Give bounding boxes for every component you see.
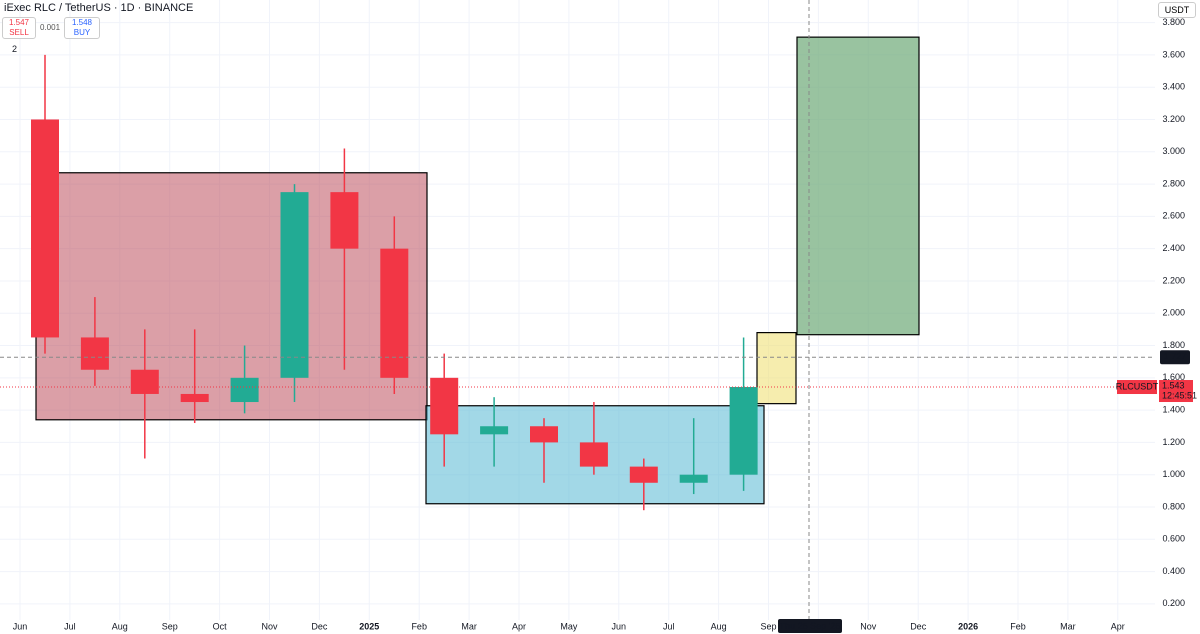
y-tick-label: 1.800 xyxy=(1162,340,1185,350)
x-tick-label: Dec xyxy=(910,621,927,631)
buy-button[interactable]: 1.548 BUY xyxy=(64,17,100,39)
y-tick-label: 0.200 xyxy=(1162,598,1185,608)
x-tick-label: Aug xyxy=(112,621,128,631)
y-tick-label: 2.600 xyxy=(1162,211,1185,221)
candle-body xyxy=(31,119,59,338)
sell-price: 1.547 xyxy=(8,18,30,27)
candle-body xyxy=(130,369,159,394)
x-tick-label: Dec xyxy=(311,621,328,631)
x-tick-label: Apr xyxy=(1111,621,1125,631)
x-tick-label: Sep xyxy=(760,621,776,631)
y-tick-label: 2.200 xyxy=(1162,275,1185,285)
y-tick-label: 0.400 xyxy=(1162,566,1185,576)
crosshair-date-label: Thu 25 Sep '25 xyxy=(780,621,841,631)
crosshair-date-box xyxy=(778,619,842,633)
candle-body xyxy=(480,426,509,435)
x-tick-label: Feb xyxy=(411,621,427,631)
y-tick-label: 1.000 xyxy=(1162,469,1185,479)
candle-body xyxy=(430,377,459,435)
x-tick-label: Feb xyxy=(1010,621,1026,631)
currency-button[interactable]: USDT xyxy=(1158,2,1196,18)
x-tick-label: Jul xyxy=(64,621,76,631)
y-tick-label: 1.600 xyxy=(1162,372,1185,382)
crosshair-price-label: 1.727 xyxy=(1164,352,1187,362)
y-tick-label: 3.800 xyxy=(1162,17,1185,27)
y-tick-label: 3.600 xyxy=(1162,49,1185,59)
candle-body xyxy=(679,474,708,483)
candle-body xyxy=(729,387,758,475)
x-tick-label: 2025 xyxy=(359,621,379,631)
last-price-label: 1.543 xyxy=(1162,380,1185,390)
candle-body xyxy=(629,466,658,483)
symbol-box xyxy=(1117,380,1157,395)
y-tick-label: 3.000 xyxy=(1162,146,1185,156)
candle-body xyxy=(230,377,259,403)
x-tick-label: Nov xyxy=(860,621,877,631)
y-tick-label: 1.200 xyxy=(1162,437,1185,447)
x-tick-label: Mar xyxy=(461,621,477,631)
sell-button[interactable]: 1.547 SELL xyxy=(2,17,36,39)
x-tick-label: Nov xyxy=(261,621,278,631)
x-tick-label: Mar xyxy=(1060,621,1076,631)
candle-body xyxy=(180,393,209,403)
y-tick-label: 2.000 xyxy=(1162,308,1185,318)
last-price-box xyxy=(1159,380,1193,403)
y-tick-label: 2.800 xyxy=(1162,178,1185,188)
x-tick-label: Jun xyxy=(13,621,28,631)
y-tick-label: 0.800 xyxy=(1162,501,1185,511)
countdown-label: 12:45:51 xyxy=(1162,390,1197,400)
buy-price: 1.548 xyxy=(71,18,93,27)
x-tick-label: Sep xyxy=(162,621,178,631)
candle-body xyxy=(530,426,558,443)
x-tick-label: Oct xyxy=(213,621,228,631)
y-tick-label: 0.600 xyxy=(1162,534,1185,544)
sell-label: SELL xyxy=(9,28,29,37)
buy-label: BUY xyxy=(73,28,91,37)
y-tick-label: 3.200 xyxy=(1162,114,1185,124)
x-tick-label: Jun xyxy=(612,621,627,631)
zone xyxy=(756,332,797,405)
spread: 0.001 xyxy=(40,23,61,32)
candle-body xyxy=(380,248,409,378)
candle-body xyxy=(80,337,109,370)
crosshair-price-box xyxy=(1160,350,1190,365)
candle-body xyxy=(280,192,309,378)
x-tick-label: May xyxy=(560,621,578,631)
y-tick-label: 1.400 xyxy=(1162,404,1185,414)
zone xyxy=(796,36,920,336)
symbol-label: RLCUSDT xyxy=(1116,381,1159,391)
x-tick-label: Jul xyxy=(663,621,675,631)
y-tick-label: 2.400 xyxy=(1162,243,1185,253)
candle-body xyxy=(330,192,359,249)
x-tick-label: Aug xyxy=(711,621,727,631)
indicator-count[interactable]: 2 xyxy=(12,44,18,54)
x-tick-label: Apr xyxy=(512,621,526,631)
symbol-title[interactable]: iExec RLC / TetherUS · 1D · BINANCE xyxy=(4,2,194,14)
y-tick-label: 3.400 xyxy=(1162,82,1185,92)
candle-body xyxy=(579,442,608,467)
x-tick-label: 2026 xyxy=(958,621,978,631)
